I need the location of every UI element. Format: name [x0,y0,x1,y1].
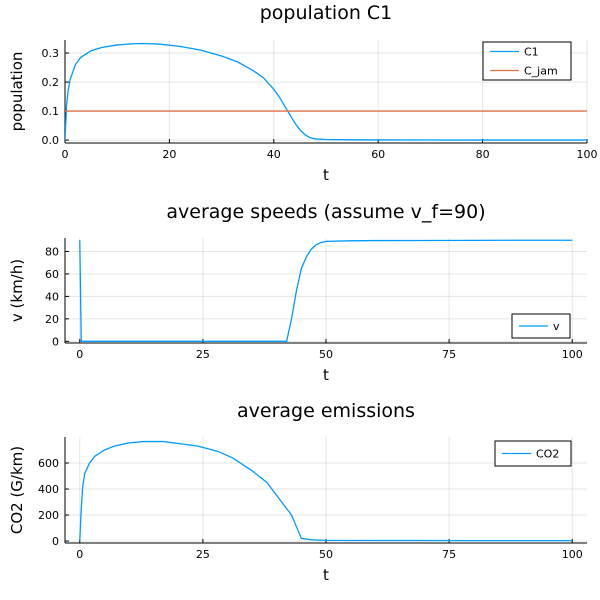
legend-label: C1 [524,46,539,59]
x-tick-label: 0 [62,148,69,161]
legend: C1 C_jam [482,41,572,81]
x-tick-label: 75 [442,348,456,361]
y-tick-label: 20 [45,313,59,326]
x-tick-label: 25 [196,348,210,361]
x-tick-label: 60 [371,148,385,161]
legend: CO2 [494,440,572,467]
y-tick-label: 0.3 [42,47,60,60]
y-tick-label: 0 [52,335,59,348]
x-tick-label: 100 [577,148,598,161]
y-tick-label: 200 [38,509,59,522]
y-tick-label: 0.1 [42,105,60,118]
chart-title: average speeds (assume v_f=90) [166,201,485,223]
x-axis-label: t [323,366,329,384]
y-axis-label: v (km/h) [8,259,26,322]
x-tick-label: 20 [162,148,176,161]
chart-title: average emissions [237,400,415,422]
x-tick-label: 40 [267,148,281,161]
x-axis-label: t [323,166,329,184]
subplot-3: 0 25 50 75 100 0 200 400 600 average emissions t CO… [8,400,587,584]
y-tick-label: 400 [38,483,59,496]
x-axis-label: t [323,566,329,584]
x-tick-label: 50 [319,348,333,361]
legend-box [482,41,572,81]
x-tick-label: 0 [76,548,83,561]
plots: 0 20 40 60 80 100 0.0 0.1 0.2 0.3 population C1 t po… [8,2,598,584]
y-tick-label: 60 [45,268,59,281]
x-tick-label: 100 [562,348,583,361]
y-axis-label: CO2 (G/km) [8,446,26,534]
x-tick-label: 50 [319,548,333,561]
x-tick-label: 0 [76,348,83,361]
y-tick-label: 80 [45,245,59,258]
legend-label: v [553,320,560,333]
x-tick-label: 25 [196,548,210,561]
y-tick-label: 0.0 [42,134,60,147]
y-tick-label: 0.2 [42,76,60,89]
y-axis-label: population [8,52,26,132]
y-tick-label: 600 [38,457,59,470]
x-tick-label: 100 [562,548,583,561]
legend-label: C_jam [524,65,558,78]
subplot-1: 0 20 40 60 80 100 0.0 0.1 0.2 0.3 population C1 t po… [8,2,598,184]
chart-title: population C1 [260,2,393,24]
series-line-co2 [79,440,573,542]
series-line-c1 [65,42,587,141]
y-tick-label: 0 [52,535,59,548]
subplot-2: 0 25 50 75 100 0 20 40 60 80 average speeds (assum… [8,201,587,384]
y-tick-label: 40 [45,290,59,303]
x-tick-label: 75 [442,548,456,561]
legend-label: CO2 [536,448,559,461]
x-tick-label: 80 [476,148,490,161]
legend: v [511,313,571,339]
series-line-v [79,239,573,342]
